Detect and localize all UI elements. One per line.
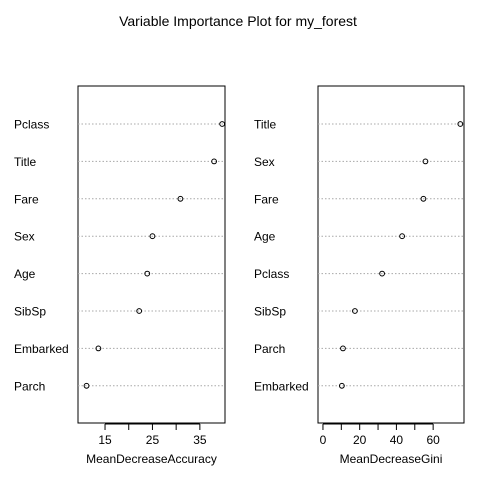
gini-point-fare [420, 195, 427, 202]
accuracy-category-label: Title [14, 155, 37, 169]
gini-point-sex [422, 158, 429, 165]
gini-category-label: Title [254, 118, 277, 132]
gini-point-title [457, 121, 464, 127]
gini-category-label: Sex [254, 155, 275, 169]
gini-category-label: Fare [254, 192, 279, 206]
accuracy-point-embarked [95, 345, 102, 352]
gini-x-tick-label: 20 [353, 433, 367, 447]
accuracy-category-label: Embarked [14, 342, 69, 356]
accuracy-point-pclass [219, 121, 226, 127]
gini-category-label: Pclass [254, 267, 289, 281]
gini-category-label: Age [254, 230, 276, 244]
gini-category-label: Parch [254, 342, 285, 356]
gini-plot-frame [317, 85, 465, 424]
accuracy-panel: Pclass Title Fare Sex Age SibSp Embarked Parch 1… [14, 85, 226, 466]
gini-x-tick-label: 0 [320, 433, 327, 447]
accuracy-point-sex [149, 233, 156, 240]
gini-x-tick-label: 60 [426, 433, 440, 447]
gini-category-label: SibSp [254, 305, 286, 319]
gini-point-embarked [338, 382, 345, 389]
gini-x-tick-label: 40 [390, 433, 404, 447]
accuracy-point-sibsp [136, 308, 143, 314]
gini-point-parch [340, 345, 346, 352]
gini-x-axis-title: MeanDecreaseGini [340, 452, 443, 466]
accuracy-point-parch [83, 382, 90, 389]
accuracy-x-tick-label: 35 [193, 433, 207, 447]
accuracy-x-axis-title: MeanDecreaseAccuracy [86, 452, 217, 466]
gini-point-pclass [379, 270, 385, 277]
accuracy-x-tick-label: 15 [98, 433, 112, 447]
accuracy-category-label: Parch [14, 379, 45, 393]
gini-category-label: Embarked [254, 379, 309, 393]
gini-panel: Title Sex Fare Age Pclass SibSp Parch Embarked 0… [254, 85, 465, 466]
accuracy-point-fare [177, 195, 184, 202]
chart-title: Variable Importance Plot for my_forest [119, 13, 357, 29]
accuracy-category-label: Sex [14, 230, 35, 244]
accuracy-plot-frame [77, 85, 226, 424]
accuracy-category-label: SibSp [14, 305, 46, 319]
accuracy-x-tick-label: 25 [146, 433, 160, 447]
accuracy-category-label: Pclass [14, 118, 49, 132]
accuracy-category-label: Fare [14, 192, 39, 206]
accuracy-category-label: Age [14, 267, 36, 281]
accuracy-point-age [144, 270, 151, 277]
accuracy-point-title [211, 158, 217, 165]
gini-point-age [399, 233, 406, 240]
gini-point-sibsp [352, 308, 358, 314]
